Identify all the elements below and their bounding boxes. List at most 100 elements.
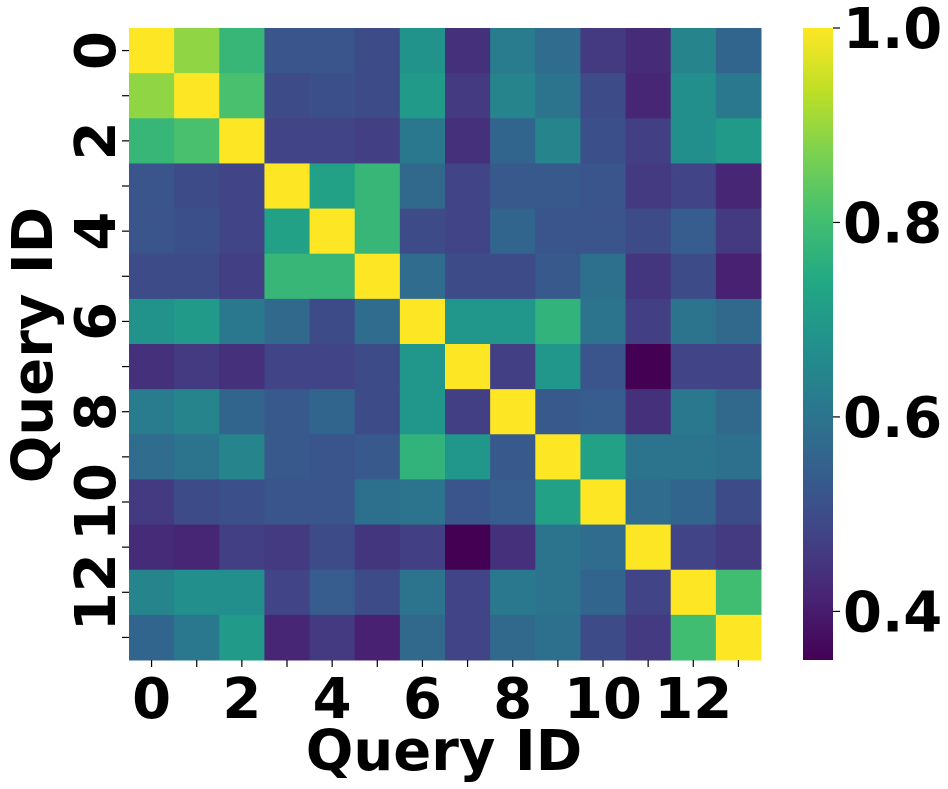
heatmap-cell: [670, 344, 717, 390]
heatmap-cell: [580, 253, 627, 300]
heatmap-cell: [399, 208, 446, 255]
heatmap-cell: [309, 298, 356, 345]
heatmap-cell: [264, 253, 311, 300]
heatmap-cell: [264, 163, 311, 210]
heatmap-cell: [670, 208, 717, 255]
heatmap-cell: [219, 163, 265, 210]
heatmap-cell: [490, 479, 536, 526]
heatmap-cell: [309, 163, 356, 210]
heatmap-cell: [625, 28, 672, 74]
heatmap-cell: [490, 389, 536, 435]
heatmap-cell: [490, 28, 536, 74]
heatmap-cell: [399, 344, 446, 390]
heatmap-cell: [580, 614, 627, 661]
heatmap-cell: [309, 118, 356, 164]
heatmap-cell: [129, 524, 175, 571]
heatmap-cell: [309, 614, 356, 661]
heatmap-cell: [219, 253, 265, 300]
heatmap-cell: [715, 163, 762, 210]
heatmap-cell: [309, 28, 356, 74]
heatmap-cell: [174, 208, 220, 255]
heatmap-cell: [354, 524, 401, 571]
heatmap-cell: [264, 569, 311, 616]
heatmap-cell: [264, 344, 311, 390]
heatmap-cell: [174, 118, 220, 164]
heatmap-cell: [715, 344, 762, 390]
y-tick-label: 2: [64, 121, 129, 160]
heatmap-cell: [399, 569, 446, 616]
heatmap-cell: [670, 28, 717, 74]
heatmap-cell: [399, 163, 446, 210]
heatmap-cell: [264, 614, 311, 661]
heatmap-cell: [625, 344, 672, 390]
heatmap-cell: [625, 479, 672, 526]
heatmap-cell: [715, 434, 762, 480]
heatmap-cell: [399, 524, 446, 571]
heatmap-cell: [445, 208, 491, 255]
heatmap-cell: [129, 344, 175, 390]
colorbar-tick-label: 0.8: [843, 191, 942, 256]
heatmap-cell: [354, 28, 401, 74]
colorbar-tick-label: 0.4: [843, 580, 942, 645]
heatmap-cell: [129, 298, 175, 345]
heatmap-cell: [174, 479, 220, 526]
heatmap-cell: [580, 208, 627, 255]
heatmap-cell: [174, 253, 220, 300]
heatmap-cell: [625, 118, 672, 164]
colorbar-tick-label: 1.0: [843, 0, 942, 62]
heatmap-cell: [715, 73, 762, 119]
heatmap-cell: [399, 389, 446, 435]
heatmap-cell: [264, 434, 311, 480]
x-tick-label: 4: [313, 667, 352, 732]
x-tick-label: 10: [564, 667, 642, 732]
heatmap-cell: [445, 163, 491, 210]
heatmap-cell: [490, 614, 536, 661]
heatmap-cell: [174, 28, 220, 74]
heatmap-cell: [399, 253, 446, 300]
heatmap-cell: [580, 28, 627, 74]
heatmap-cell: [129, 28, 175, 74]
heatmap-cell: [445, 524, 491, 571]
heatmap-cell: [535, 28, 581, 74]
heatmap-cell: [535, 163, 581, 210]
heatmap-cell: [580, 298, 627, 345]
heatmap-cell: [580, 524, 627, 571]
heatmap-cell: [670, 614, 717, 661]
heatmap-cell: [625, 208, 672, 255]
heatmap-cell: [399, 434, 446, 480]
heatmap-cell: [399, 614, 446, 661]
heatmap-cell: [264, 524, 311, 571]
heatmap-cell: [174, 389, 220, 435]
heatmap-cell: [535, 253, 581, 300]
x-tick-label: 2: [222, 667, 261, 732]
heatmap-cell: [715, 28, 762, 74]
heatmap-cell: [174, 73, 220, 119]
heatmap-cell: [715, 569, 762, 616]
heatmap-cell: [445, 298, 491, 345]
heatmap-cell: [219, 118, 265, 164]
heatmap-cell: [309, 208, 356, 255]
heatmap-cell: [174, 298, 220, 345]
heatmap-cell: [264, 73, 311, 119]
heatmap-cell: [670, 163, 717, 210]
heatmap-cell: [715, 479, 762, 526]
heatmap-cell: [174, 614, 220, 661]
x-tick-label: 0: [132, 667, 171, 732]
heatmap-cell: [580, 344, 627, 390]
heatmap-cell: [715, 298, 762, 345]
heatmap-cell: [264, 208, 311, 255]
heatmap-cell: [219, 389, 265, 435]
heatmap-cell: [354, 253, 401, 300]
heatmap-cell: [625, 163, 672, 210]
heatmap-cell: [490, 253, 536, 300]
heatmap-cell: [670, 73, 717, 119]
x-axis-label: Query ID: [306, 719, 582, 784]
heatmap-cell: [625, 253, 672, 300]
heatmap-cell: [309, 434, 356, 480]
heatmap-cell: [264, 298, 311, 345]
heatmap-cell: [399, 73, 446, 119]
heatmap-cell: [580, 569, 627, 616]
heatmap-cell: [490, 298, 536, 345]
heatmap-cell: [354, 569, 401, 616]
y-tick-label: 0: [64, 31, 129, 70]
